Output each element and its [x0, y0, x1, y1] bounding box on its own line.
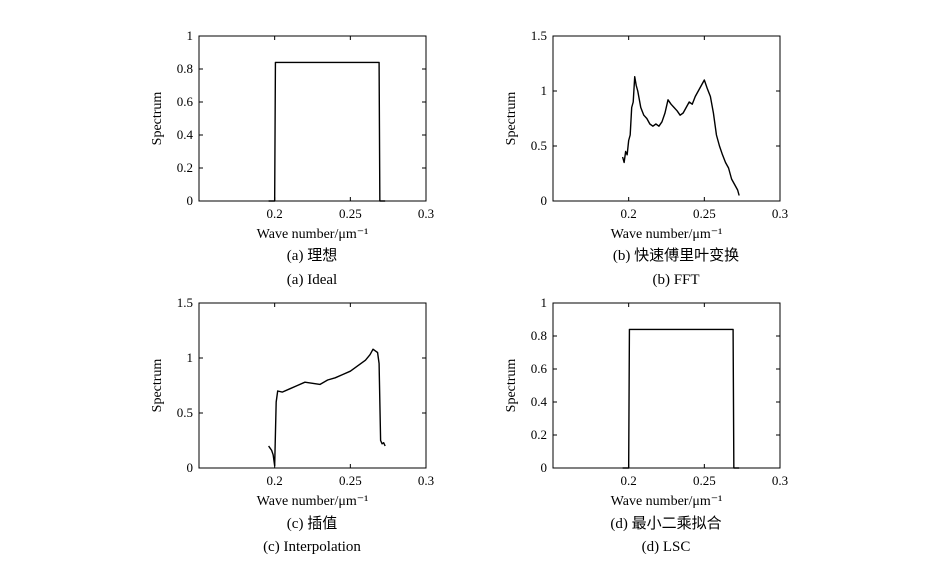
y-axis-label: Spectrum [150, 359, 165, 413]
plot-frame [552, 302, 781, 469]
y-tick-label: 1.5 [531, 28, 547, 43]
subplot-2: 0 0.5 1 1.5 0.2 0.25 0.3 Wave number/μm⁻¹ Spectr… [150, 295, 434, 555]
x-tick-label: 0.3 [418, 473, 434, 488]
y-axis-label: Spectrum [504, 359, 519, 413]
y-tick-label: 1 [541, 295, 548, 310]
plot-frame [552, 35, 781, 202]
series-line [621, 75, 740, 196]
x-tick-label: 0.3 [772, 206, 788, 221]
caption-chinese: (c) 插值 [287, 515, 337, 532]
y-tick-label: 0.4 [177, 127, 194, 142]
caption-english: (a) Ideal [287, 272, 337, 288]
x-tick-label: 0.2 [267, 473, 283, 488]
y-tick-label: 0.5 [531, 138, 547, 153]
x-tick-label: 0.2 [621, 473, 637, 488]
plot-frame [198, 302, 427, 469]
caption-english: (b) FFT [652, 272, 699, 288]
y-tick-label: 1 [187, 28, 194, 43]
x-axis-label: Wave number/μm⁻¹ [611, 494, 723, 509]
y-tick-label: 1 [187, 350, 194, 365]
series-line [622, 328, 740, 469]
y-axis-label: Spectrum [504, 92, 519, 146]
y-tick-label: 0.4 [531, 394, 548, 409]
x-tick-label: 0.2 [267, 206, 283, 221]
caption-chinese: (d) 最小二乘拟合 [610, 515, 721, 532]
caption-english: (c) Interpolation [263, 539, 361, 555]
plot-frame [198, 35, 427, 202]
subplot-1: 0 0.5 1 1.5 0.2 0.25 0.3 Wave number/μm⁻¹ Spectr… [504, 28, 788, 288]
y-tick-label: 0.6 [177, 94, 194, 109]
y-tick-label: 0 [541, 193, 548, 208]
x-tick-label: 0.2 [621, 206, 637, 221]
y-tick-label: 1.5 [177, 295, 193, 310]
x-tick-label: 0.25 [693, 473, 716, 488]
x-axis-label: Wave number/μm⁻¹ [611, 227, 723, 242]
y-tick-label: 0 [187, 460, 194, 475]
y-tick-label: 0.8 [531, 328, 547, 343]
subplot-0: 0 0.2 0.4 0.6 0.8 1 0.2 0.25 0.3 Wave number/μm⁻¹… [150, 28, 434, 288]
y-tick-label: 0.6 [531, 361, 548, 376]
x-tick-label: 0.25 [339, 473, 362, 488]
x-axis-label: Wave number/μm⁻¹ [257, 494, 369, 509]
subplot-3: 0 0.2 0.4 0.6 0.8 1 0.2 0.25 0.3 Wave number/μm⁻¹… [504, 295, 788, 555]
y-tick-label: 0 [541, 460, 548, 475]
caption-chinese: (a) 理想 [287, 247, 337, 264]
x-tick-label: 0.25 [693, 206, 716, 221]
y-tick-label: 0.8 [177, 61, 193, 76]
caption-english: (d) LSC [642, 539, 691, 555]
y-tick-label: 0.2 [531, 427, 547, 442]
caption-chinese: (b) 快速傅里叶变换 [613, 247, 739, 264]
series-line [268, 61, 386, 202]
x-tick-label: 0.25 [339, 206, 362, 221]
y-tick-label: 1 [541, 83, 548, 98]
y-tick-label: 0.5 [177, 405, 193, 420]
series-line [268, 348, 386, 467]
y-axis-label: Spectrum [150, 92, 165, 146]
y-tick-label: 0 [187, 193, 194, 208]
x-tick-label: 0.3 [772, 473, 788, 488]
y-tick-label: 0.2 [177, 160, 193, 175]
x-axis-label: Wave number/μm⁻¹ [257, 227, 369, 242]
x-tick-label: 0.3 [418, 206, 434, 221]
